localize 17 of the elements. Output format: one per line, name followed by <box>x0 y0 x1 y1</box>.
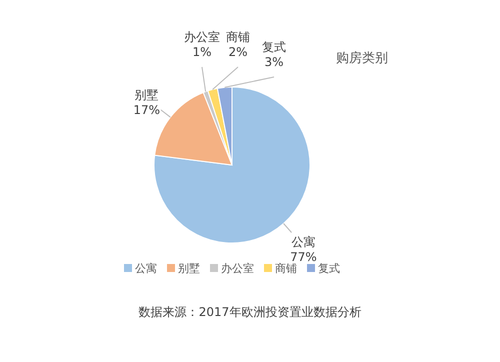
legend-label: 商铺 <box>275 262 297 275</box>
data-label: 77% <box>290 250 317 264</box>
data-label: 17% <box>133 102 160 117</box>
slice-label: 办公室 <box>184 30 220 44</box>
data-label: 2% <box>228 45 248 59</box>
slice-label: 公寓 <box>291 235 316 250</box>
legend-label: 办公室 <box>221 262 254 275</box>
legend-label: 别墅 <box>178 262 200 275</box>
text: 购房类别 <box>336 50 388 66</box>
data-label: 3% <box>264 55 284 69</box>
legend-label: 公寓 <box>135 262 157 275</box>
source-note: 数据来源：2017年欧洲投资置业数据分析 <box>138 305 362 319</box>
data-label: 1% <box>192 45 212 59</box>
slice-label: 别墅 <box>134 88 159 102</box>
slice-label: 复式 <box>262 40 286 54</box>
legend-label: 复式 <box>318 262 340 275</box>
slice-label: 商铺 <box>226 30 250 44</box>
